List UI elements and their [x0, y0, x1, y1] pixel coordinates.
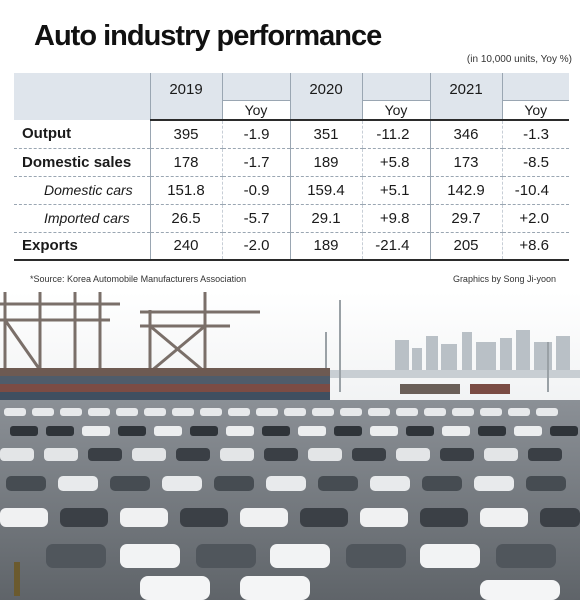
table-cell: -1.9 [221, 120, 290, 149]
table-cell: -5.7 [221, 204, 290, 233]
table-row: Exports 240 -2.0 189 -21.4 205 +8.6 [14, 232, 569, 261]
table-row: Imported cars 26.5 -5.7 29.1 +9.8 29.7 +… [14, 204, 569, 233]
table-cell: -1.7 [221, 148, 290, 177]
table-cell: 159.4 [289, 176, 362, 205]
table-cell: 178 [149, 148, 222, 177]
port-car-lot-photo [0, 292, 580, 600]
table-cell: +8.6 [501, 232, 569, 261]
performance-table: 2019 2020 2021 Yoy Yoy Yoy Output 395 -1… [14, 73, 569, 261]
header-gap [361, 73, 430, 100]
table-cell: +5.1 [361, 176, 430, 205]
year-header-2020: 2020 [289, 73, 362, 100]
table-cell: 29.7 [429, 204, 502, 233]
row-label-imported-cars: Imported cars [14, 204, 150, 233]
source-note: *Source: Korea Automobile Manufacturers … [30, 274, 247, 284]
table-cell: 189 [289, 148, 362, 177]
header-blank [289, 100, 362, 121]
parked-cars [0, 408, 580, 600]
table-cell: 351 [289, 120, 362, 149]
graphics-credit: Graphics by Song Ji-yoon [452, 274, 556, 284]
yoy-header-2021: Yoy [501, 99, 569, 121]
table-cell: -11.2 [361, 120, 430, 149]
table-cell: 26.5 [149, 204, 222, 233]
table-cell: 151.8 [149, 176, 222, 205]
row-label-domestic-cars: Domestic cars [14, 176, 150, 205]
table-cell: -1.3 [501, 120, 569, 149]
page-title: Auto industry performance [34, 20, 382, 52]
table-cell: +2.0 [501, 204, 569, 233]
header-blank [429, 100, 502, 121]
table-cell: 395 [149, 120, 222, 149]
table-cell: -10.4 [501, 176, 569, 205]
unit-note: (in 10,000 units, Yoy %) [466, 54, 572, 65]
table-cell: +5.8 [361, 148, 430, 177]
year-header-2019: 2019 [149, 73, 222, 100]
header-blank [149, 100, 222, 121]
row-label-output: Output [14, 120, 150, 149]
table-row: Domestic sales 178 -1.7 189 +5.8 173 -8.… [14, 148, 569, 177]
corner-cell [14, 73, 150, 120]
row-label-exports: Exports [14, 232, 150, 261]
table-cell: 346 [429, 120, 502, 149]
table-cell: -21.4 [361, 232, 430, 261]
table-cell: 240 [149, 232, 222, 261]
year-header-2021: 2021 [429, 73, 502, 100]
table-cell: +9.8 [361, 204, 430, 233]
table-row: Domestic cars 151.8 -0.9 159.4 +5.1 142.… [14, 176, 569, 205]
cranes [0, 292, 260, 374]
table-cell: -0.9 [221, 176, 290, 205]
table-row: Output 395 -1.9 351 -11.2 346 -1.3 [14, 120, 569, 149]
table-cell: 205 [429, 232, 502, 261]
table-cell: -2.0 [221, 232, 290, 261]
containers [0, 368, 510, 400]
table-cell: 173 [429, 148, 502, 177]
header-gap [221, 73, 290, 100]
yoy-header-2020: Yoy [361, 99, 430, 121]
yoy-header-2019: Yoy [221, 99, 290, 121]
table-cell: 189 [289, 232, 362, 261]
table-cell: -8.5 [501, 148, 569, 177]
header-gap [501, 73, 569, 100]
skyline [395, 330, 570, 374]
row-label-domestic-sales: Domestic sales [14, 148, 150, 177]
table-cell: 29.1 [289, 204, 362, 233]
table-cell: 142.9 [429, 176, 502, 205]
